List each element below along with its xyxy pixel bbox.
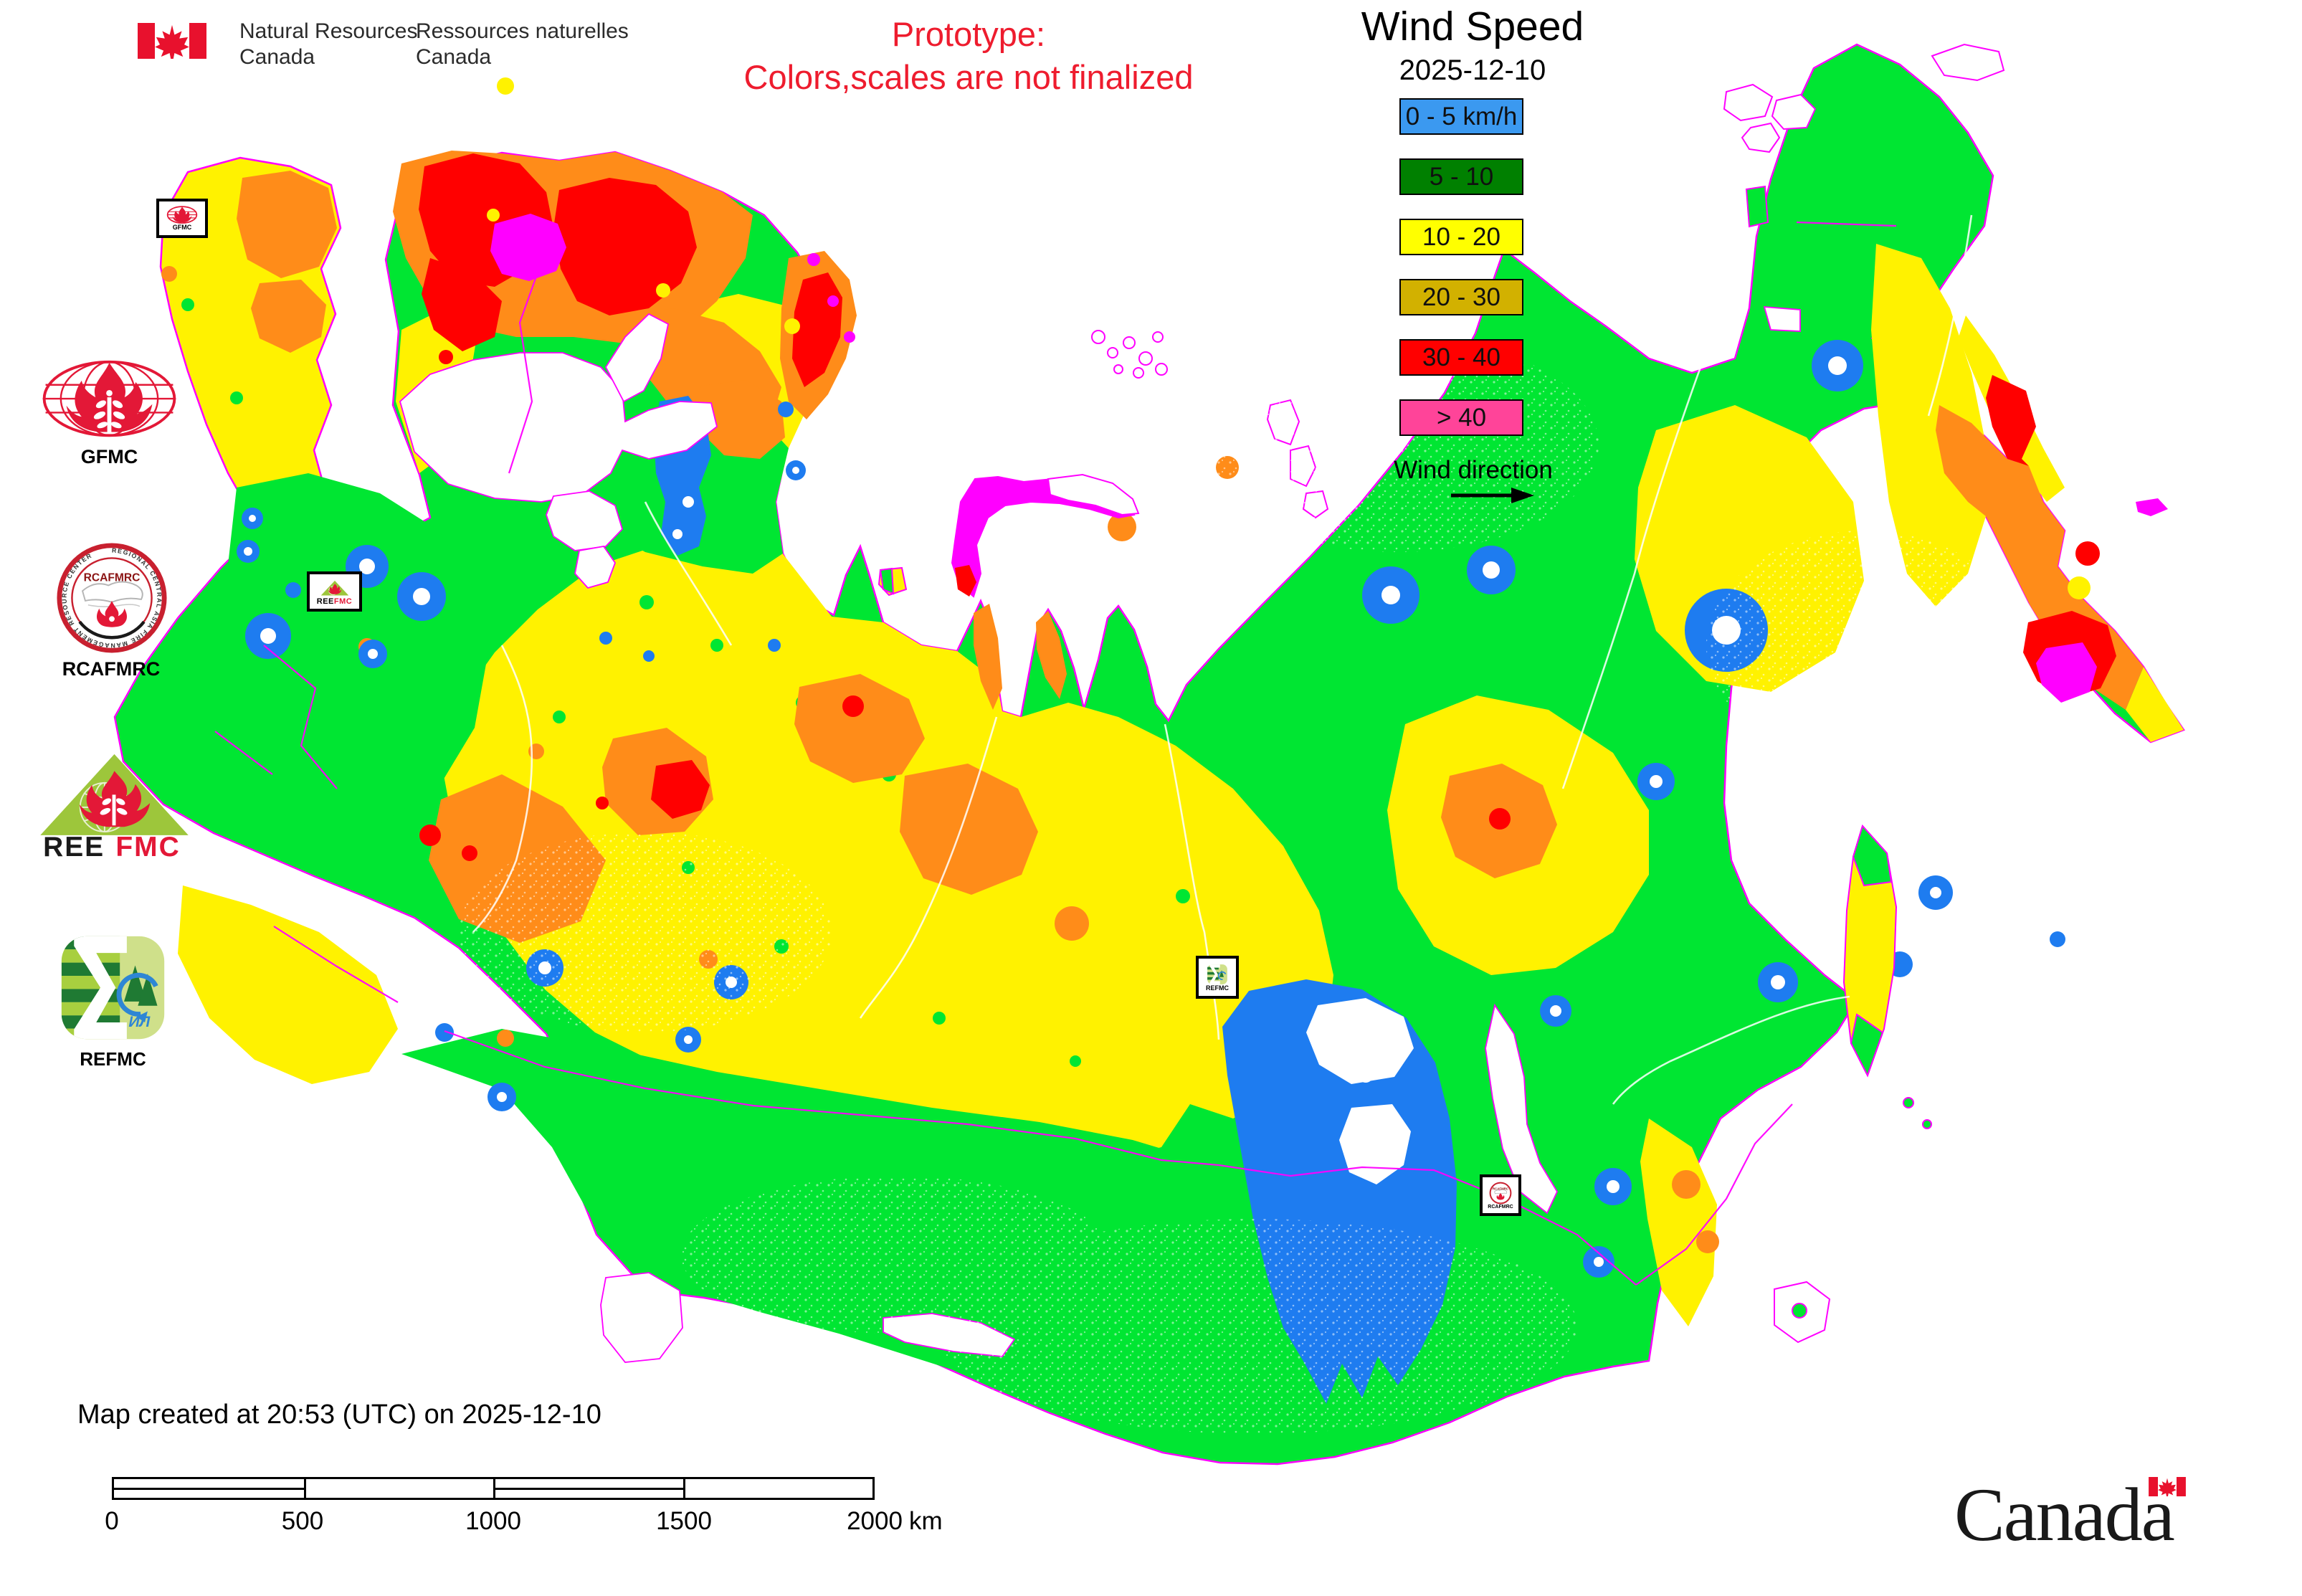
- legend-date: 2025-12-10: [1399, 54, 1546, 86]
- regions-over-40: [490, 214, 2168, 703]
- legend-label-0-5: 0 - 5 km/h: [1405, 102, 1518, 130]
- nrcan-wordmark-fr: Ressources naturelles Canada: [416, 19, 629, 70]
- map-marker-gfmc: GFMC: [156, 199, 208, 238]
- refmc-logo-label: REFMC: [80, 1048, 146, 1070]
- nrcan-fr-line1: Ressources naturelles: [416, 19, 629, 43]
- legend-title: Wind Speed: [1361, 4, 1584, 49]
- reefmc-logo: REE FMC: [40, 754, 189, 859]
- rcafmrc-logo-inner-label: RCAFMRC: [84, 572, 141, 584]
- prototype-line2: Colors,scales are not finalized: [743, 58, 1194, 96]
- nrcan-en-line1: Natural Resources: [239, 19, 418, 43]
- refmc-logo-inner-text: ИЛ: [128, 1013, 150, 1030]
- rivers: [472, 214, 1973, 1105]
- scale-unit: km: [909, 1507, 943, 1535]
- wind-direction-label: Wind direction: [1394, 456, 1553, 484]
- prototype-warning: Prototype: Colors,scales are not finaliz…: [685, 13, 1252, 99]
- yellow-dots: [487, 77, 2091, 599]
- legend-label-30-40: 30 - 40: [1422, 343, 1500, 371]
- wind-direction-arrow-icon: [1451, 488, 1534, 503]
- rcafmrc-marker-inner-text: RCAFMRC: [1493, 1187, 1509, 1190]
- refmc-logo: ИЛ: [61, 936, 165, 1040]
- canada-flag-icon: [138, 23, 206, 59]
- scale-bar: [112, 1477, 875, 1500]
- gfmc-logo-label: GFMC: [80, 446, 138, 467]
- legend-swatch-20-30: 20 - 30: [1399, 279, 1523, 315]
- reefmc-marker-text-black: REE: [316, 597, 334, 606]
- nrcan-wordmark-en: Natural Resources Canada: [239, 19, 417, 70]
- nrcan-en-line2: Canada: [239, 45, 315, 69]
- scale-label-0: 0: [105, 1507, 119, 1535]
- scale-midline-seg1: [114, 1487, 304, 1490]
- canada-wordmark-flag-icon: [2149, 1477, 2186, 1496]
- scale-label-500: 500: [281, 1507, 324, 1535]
- legend-swatch-over-40: > 40: [1399, 399, 1523, 436]
- legend-swatch-5-10: 5 - 10: [1399, 158, 1523, 195]
- legend: 0 - 5 km/h 5 - 10 10 - 20 20 - 30 30 - 4…: [1399, 98, 1523, 460]
- scale-label-1000: 1000: [465, 1507, 521, 1535]
- map-created-text: Map created at 20:53 (UTC) on 2025-12-10: [77, 1400, 601, 1430]
- legend-label-over-40: > 40: [1436, 403, 1487, 432]
- scale-divider-1500: [682, 1479, 685, 1498]
- scale-midline-seg3: [493, 1487, 683, 1490]
- reefmc-logo-text-red: FMC: [115, 832, 180, 859]
- legend-swatch-10-20: 10 - 20: [1399, 219, 1523, 255]
- map-marker-rcafmrc-label: RCAFMRC: [1488, 1204, 1513, 1210]
- refmc-marker-icon: [1207, 964, 1227, 984]
- prototype-line1: Prototype:: [891, 15, 1046, 53]
- legend-label-5-10: 5 - 10: [1429, 162, 1494, 191]
- scale-label-1500: 1500: [656, 1507, 712, 1535]
- map-marker-rcafmrc: RCAFMRC RCAFMRC: [1480, 1174, 1521, 1216]
- legend-swatch-0-5: 0 - 5 km/h: [1399, 98, 1523, 135]
- map-marker-gfmc-label: GFMC: [172, 224, 192, 231]
- gfmc-marker-icon: [166, 206, 198, 224]
- reefmc-marker-icon: [320, 580, 348, 596]
- nrcan-fr-line2: Canada: [416, 45, 492, 69]
- rcafmrc-logo-label: RCAFMRC: [62, 658, 161, 680]
- legend-label-10-20: 10 - 20: [1422, 222, 1500, 251]
- reefmc-marker-text-red: FMC: [333, 597, 353, 606]
- rcafmrc-logo: REGIONAL CENTRAL ASIA FIRE MANAGEMENT RE…: [57, 543, 167, 653]
- country-borders: [214, 221, 1897, 1286]
- map-marker-refmc-label: REFMC: [1206, 984, 1229, 992]
- legend-swatch-30-40: 30 - 40: [1399, 339, 1523, 376]
- map-marker-reefmc: REEFMC: [307, 571, 362, 612]
- canada-wordmark: Canada: [1954, 1473, 2175, 1557]
- map-marker-reefmc-label: REEFMC: [316, 597, 353, 606]
- legend-label-20-30: 20 - 30: [1422, 282, 1500, 311]
- gfmc-logo: [42, 360, 176, 437]
- scale-divider-500: [303, 1479, 306, 1498]
- scale-label-2000: 2000: [847, 1507, 903, 1535]
- reefmc-logo-text-black: REE: [43, 832, 105, 859]
- speckle-texture: [459, 337, 2022, 1434]
- rcafmrc-marker-icon: RCAFMRC: [1489, 1182, 1512, 1204]
- map-marker-refmc: REFMC: [1196, 956, 1239, 999]
